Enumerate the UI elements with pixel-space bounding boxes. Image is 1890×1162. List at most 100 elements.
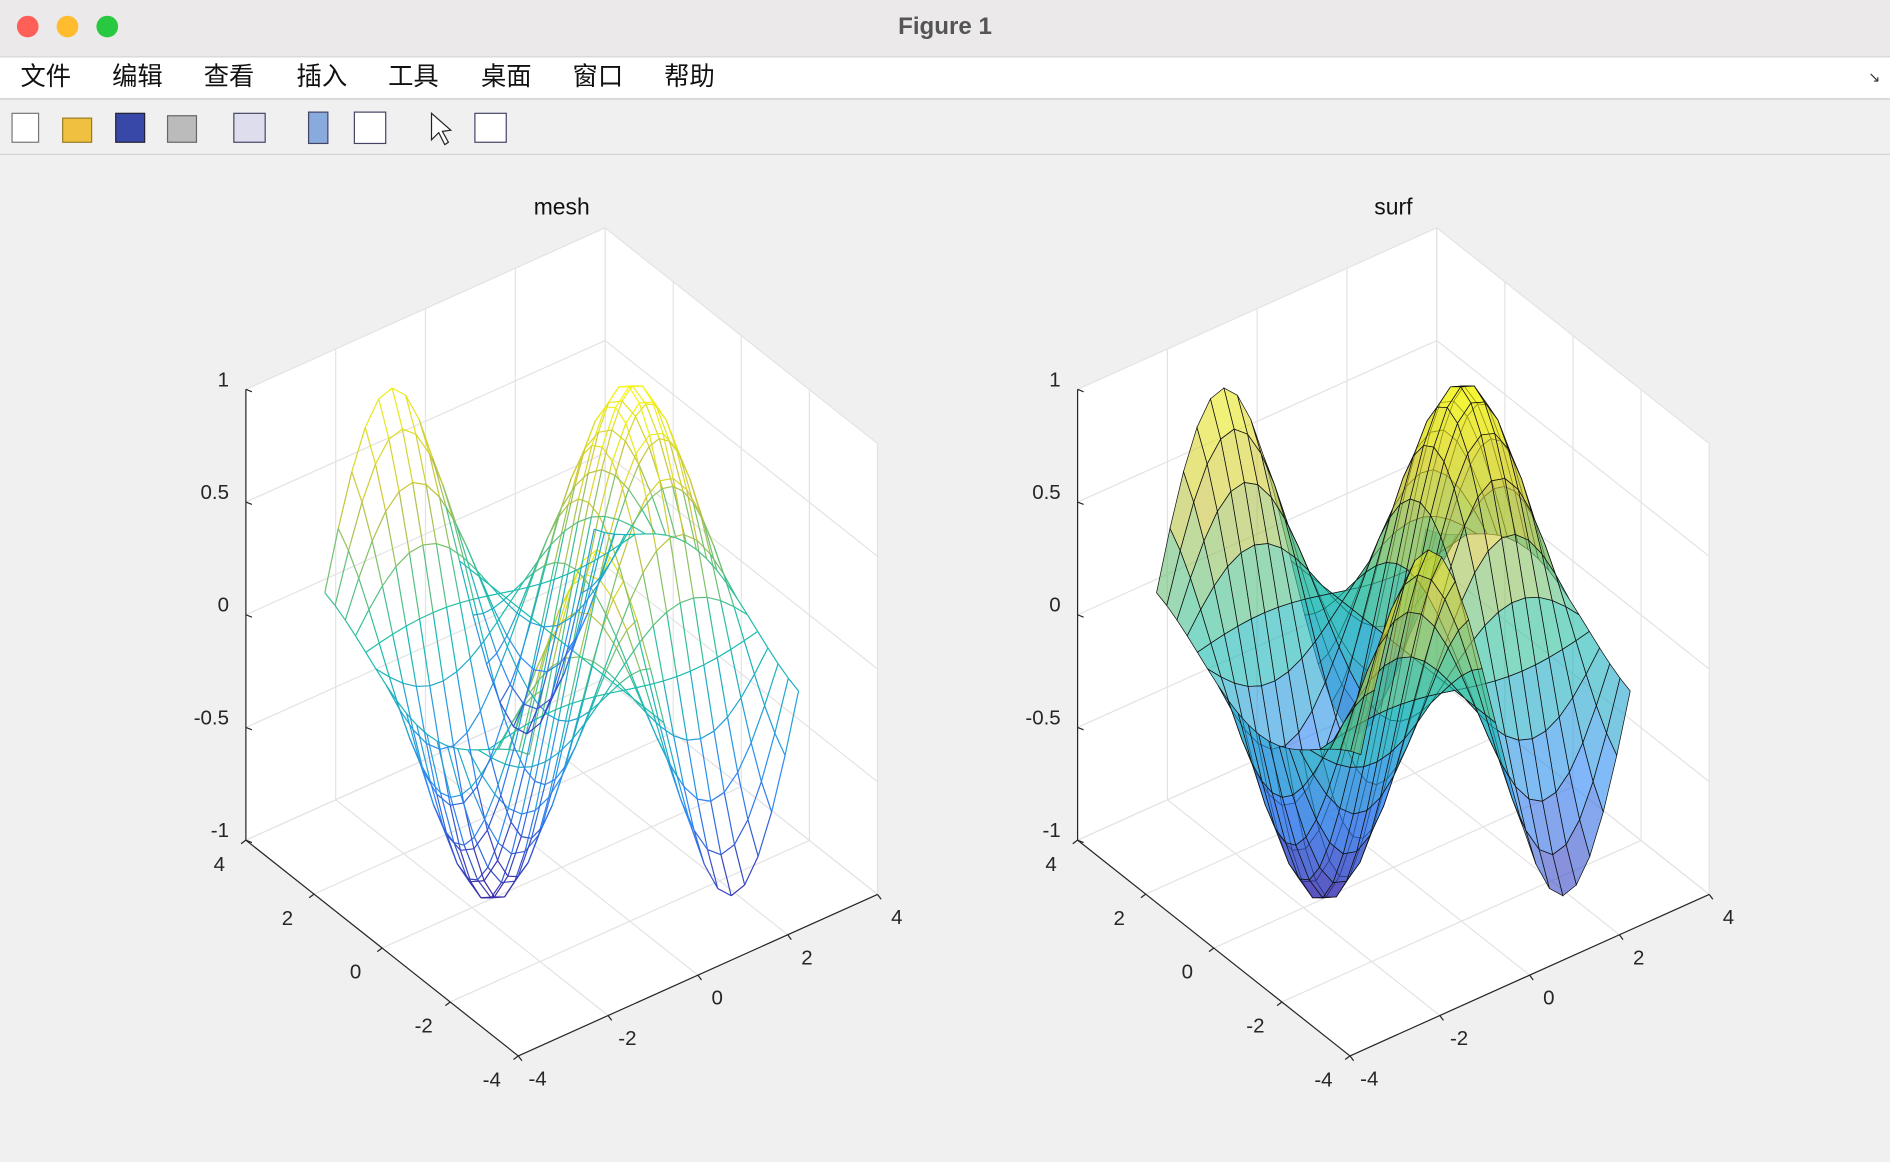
mesh-segment xyxy=(526,561,539,588)
mesh-segment xyxy=(347,550,360,579)
menu-item[interactable]: 插入 xyxy=(297,63,348,91)
grid-line xyxy=(604,340,878,557)
mesh-segment xyxy=(453,842,468,880)
mesh-segment xyxy=(453,732,468,747)
mesh-segment xyxy=(492,607,508,637)
mesh-segment xyxy=(693,596,708,599)
mesh-segment xyxy=(548,752,560,798)
zoom-button[interactable] xyxy=(96,15,119,38)
mesh-segment xyxy=(663,722,678,778)
mesh-segment xyxy=(649,668,665,723)
mesh-segment xyxy=(531,647,547,697)
mesh-segment xyxy=(656,537,671,552)
mesh-segment xyxy=(436,741,452,798)
mesh-segment xyxy=(554,561,566,565)
mesh-segment xyxy=(324,592,336,606)
mesh-segment xyxy=(510,768,526,823)
mesh-segment xyxy=(640,668,651,671)
mesh-segment xyxy=(610,543,623,562)
mesh-segment xyxy=(719,600,732,650)
mesh-segment xyxy=(506,646,519,670)
mesh-segment xyxy=(628,386,640,404)
close-button[interactable] xyxy=(16,15,39,38)
menu-item[interactable]: 帮助 xyxy=(664,63,715,91)
mesh-segment xyxy=(530,583,542,623)
mesh-segment xyxy=(499,684,511,703)
mesh-segment xyxy=(662,680,675,736)
mesh-segment xyxy=(358,577,370,610)
mesh-segment xyxy=(621,533,636,545)
colorbar-icon[interactable] xyxy=(307,111,329,145)
legend-icon[interactable] xyxy=(353,111,387,145)
mesh-segment xyxy=(545,752,560,763)
mesh-segment xyxy=(777,663,789,679)
mesh-segment xyxy=(621,385,633,402)
mesh-segment xyxy=(733,819,749,845)
mesh-segment xyxy=(456,671,468,733)
property-icon[interactable] xyxy=(474,112,507,143)
mesh-segment xyxy=(652,625,664,682)
mesh-segment xyxy=(659,480,671,539)
axes-surf: -4 -2 0 2 4 -4 -2 0 2 4 -1 -0.5 0 0.5 1 surf xyxy=(1025,194,1734,1092)
mesh-segment xyxy=(428,453,441,498)
mesh-segment xyxy=(608,386,620,403)
mesh-segment xyxy=(618,526,634,567)
mesh-segment xyxy=(611,461,624,489)
menu-item[interactable]: 工具 xyxy=(388,63,439,91)
mesh-segment xyxy=(639,625,654,643)
z-tick xyxy=(245,614,253,618)
mesh-segment xyxy=(455,524,471,570)
mesh-segment xyxy=(576,613,589,637)
open-icon[interactable] xyxy=(62,117,93,143)
mesh-segment xyxy=(539,694,555,724)
menu-item[interactable]: 窗口 xyxy=(573,63,624,91)
print-icon[interactable] xyxy=(166,115,198,143)
menu-item[interactable]: 文件 xyxy=(20,63,71,91)
save-icon[interactable] xyxy=(115,112,146,143)
menu-item[interactable]: 查看 xyxy=(204,63,255,91)
mesh-segment xyxy=(720,844,735,856)
pointer-icon[interactable] xyxy=(430,111,453,146)
mesh-segment xyxy=(466,710,481,734)
grid-line xyxy=(449,839,810,1003)
mesh-segment xyxy=(730,884,746,897)
mesh-segment xyxy=(506,635,521,658)
mesh-segment xyxy=(659,725,674,737)
grid-line xyxy=(245,227,606,390)
x-tick xyxy=(1439,1015,1444,1021)
mesh-segment xyxy=(378,633,393,644)
mesh-segment xyxy=(700,730,715,740)
mesh-segment xyxy=(415,433,430,454)
mesh-segment xyxy=(416,724,431,782)
menu-item[interactable]: 编辑 xyxy=(112,63,163,91)
mesh-segment xyxy=(418,419,434,459)
mesh-segment xyxy=(405,394,420,420)
mesh-segment xyxy=(473,848,485,881)
menu-arrow-icon[interactable]: ↘ xyxy=(1868,70,1880,86)
mesh-segment xyxy=(419,612,434,620)
link-icon[interactable] xyxy=(233,112,266,143)
mesh-segment xyxy=(588,446,603,503)
mesh-segment xyxy=(457,748,472,788)
mesh-segment xyxy=(703,863,719,889)
x-tick-label: 0 xyxy=(711,987,722,1010)
mesh-segment xyxy=(710,791,725,802)
mesh-segment xyxy=(527,827,543,863)
mesh-segment xyxy=(584,431,599,449)
mesh-segment xyxy=(485,663,501,703)
mesh-segment xyxy=(580,516,593,568)
mesh-segment xyxy=(482,607,494,614)
mesh-segment xyxy=(527,583,541,589)
mesh-segment xyxy=(635,453,647,498)
menu-item[interactable]: 桌面 xyxy=(481,63,532,91)
mesh-segment xyxy=(760,732,776,782)
y-tick xyxy=(1140,893,1147,899)
new-icon[interactable] xyxy=(11,112,40,143)
mesh-segment xyxy=(351,427,366,472)
mesh-segment xyxy=(723,771,739,793)
mesh-segment xyxy=(703,657,718,666)
minimize-button[interactable] xyxy=(56,15,79,38)
mesh-segment xyxy=(658,438,674,487)
mesh-segment xyxy=(497,722,513,750)
mesh-segment xyxy=(631,509,643,527)
